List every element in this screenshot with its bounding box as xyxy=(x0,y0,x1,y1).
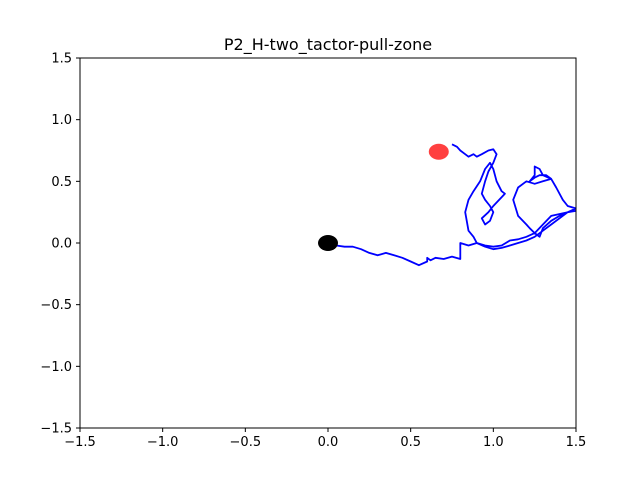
x-tick-label: 0.5 xyxy=(400,435,421,450)
start-marker xyxy=(318,235,338,251)
x-tick-label: −0.5 xyxy=(230,435,262,450)
x-tick-label: 0.0 xyxy=(318,435,339,450)
x-tick-label: 1.5 xyxy=(566,435,587,450)
y-tick-label: 0.5 xyxy=(51,175,72,190)
target-marker xyxy=(428,143,449,160)
x-tick-label: −1.0 xyxy=(147,435,179,450)
y-tick-label: 1.5 xyxy=(51,52,72,67)
chart-title: P2_H-two_tactor-pull-zone xyxy=(224,35,432,55)
x-tick-label: 1.0 xyxy=(483,435,504,450)
x-axis: −1.5 −1.0 −0.5 0.0 0.5 1.0 1.5 xyxy=(64,428,586,450)
y-tick-label: 0.0 xyxy=(51,237,72,252)
trajectory-line-0 xyxy=(327,143,576,267)
x-tick-label: −1.5 xyxy=(64,435,96,450)
y-axis: −1.5 −1.0 −0.5 0.0 0.5 1.0 1.5 xyxy=(40,52,80,437)
plot-area xyxy=(318,143,576,267)
y-tick-label: −0.5 xyxy=(40,298,72,313)
y-tick-label: 1.0 xyxy=(51,113,72,128)
y-tick-label: −1.5 xyxy=(40,422,72,437)
y-tick-label: −1.0 xyxy=(40,360,72,375)
